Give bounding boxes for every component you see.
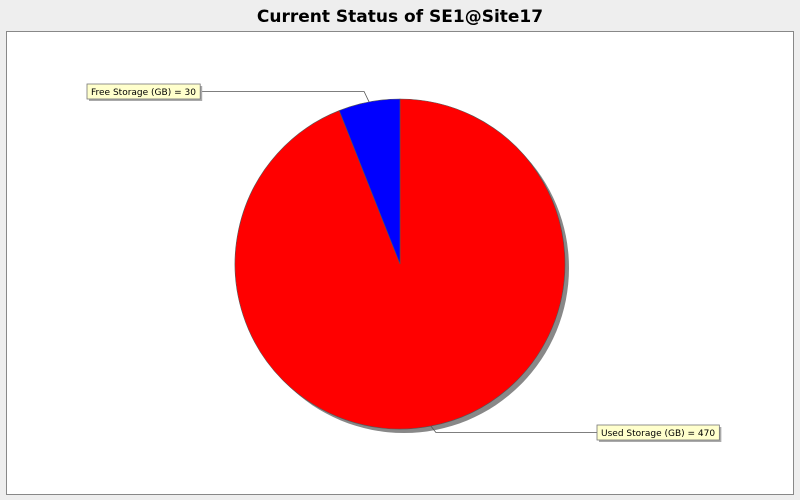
- pie-label-box-used-storage-gb: [596, 424, 720, 441]
- pie-leader-line-used-storage-gb: [430, 425, 597, 433]
- pie-label-box-free-storage-gb: [86, 83, 201, 100]
- pie-slices: [234, 98, 566, 430]
- pie-label-free-storage-gb: Free Storage (GB) = 30: [91, 88, 196, 98]
- pie-leader-lines: [200, 91, 597, 433]
- pie-label-used-storage-gb: Used Storage (GB) = 470: [601, 429, 715, 439]
- pie-labels: Used Storage (GB) = 470 Free Storage (GB)…: [86, 83, 722, 442]
- chart-title: Current Status of SE1@Site17: [256, 7, 544, 27]
- pie-leader-line-free-storage-gb: [200, 91, 370, 103]
